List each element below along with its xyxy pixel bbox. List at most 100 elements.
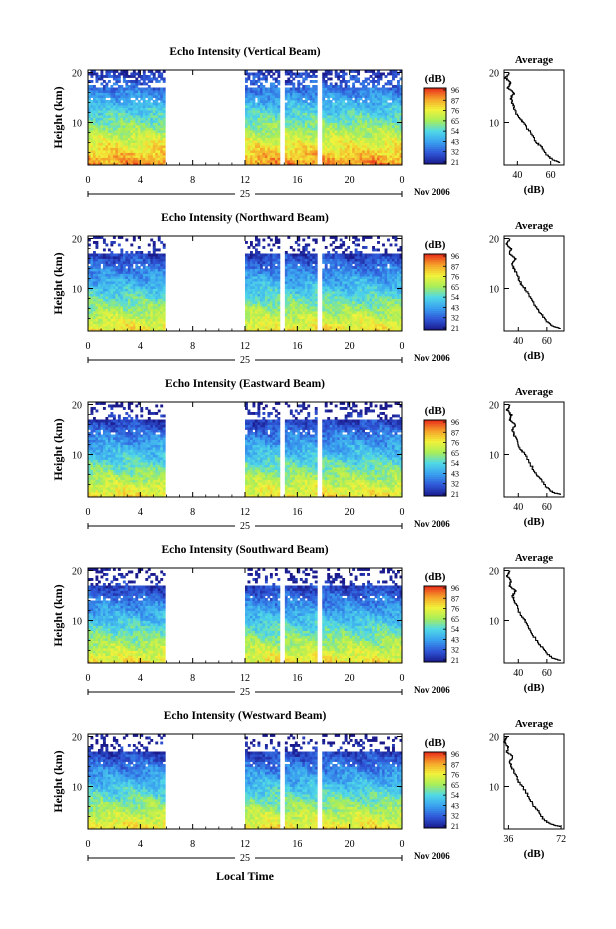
heatmap-cell <box>102 157 106 161</box>
heatmap-cell <box>155 162 159 166</box>
heatmap-cell <box>367 323 370 327</box>
heatmap-cell <box>277 117 281 121</box>
heatmap-cell <box>307 298 311 302</box>
heatmap-cell <box>352 102 356 106</box>
heatmap-cell <box>135 286 139 289</box>
heatmap-cell <box>392 147 395 151</box>
heatmap-cell <box>362 157 366 161</box>
heatmap-cell <box>394 321 398 324</box>
heatmap-cell <box>247 137 251 141</box>
heatmap-cell <box>277 293 281 297</box>
heatmap-cell <box>117 77 121 81</box>
heatmap-cell <box>147 293 151 297</box>
heatmap-cell <box>304 87 308 91</box>
heatmap-cell <box>102 85 106 88</box>
heatmap-cell <box>359 132 363 136</box>
heatmap-cell <box>135 160 139 163</box>
heatmap-cell <box>374 95 378 98</box>
heatmap-cell <box>352 140 356 143</box>
heatmap-cell <box>392 311 395 314</box>
heatmap-cell <box>115 70 119 73</box>
heatmap-cell <box>314 135 318 138</box>
heatmap-cell <box>120 321 124 324</box>
heatmap-cell <box>334 132 338 136</box>
heatmap-cell <box>152 301 156 304</box>
heatmap-cell <box>367 150 370 153</box>
heatmap-cell <box>95 142 99 146</box>
heatmap-cell <box>359 293 363 297</box>
heatmap-cell <box>362 105 366 108</box>
heatmap-cell <box>110 155 114 158</box>
heatmap-cell <box>142 115 146 118</box>
heatmap-cell <box>379 160 383 163</box>
heatmap-cell <box>364 323 368 327</box>
heatmap-cell <box>135 155 139 158</box>
heatmap-cell <box>120 142 124 146</box>
heatmap-cell <box>127 328 131 332</box>
heatmap-cell <box>309 135 313 138</box>
heatmap-cell <box>125 323 129 327</box>
heatmap-cell <box>362 162 366 166</box>
heatmap-cell <box>327 135 331 138</box>
heatmap-cell <box>294 152 298 156</box>
heatmap-cell <box>152 298 156 302</box>
heatmap-cell <box>277 100 281 103</box>
heatmap-cell <box>364 122 368 126</box>
heatmap-cell <box>277 311 281 314</box>
heatmap-cell <box>394 311 398 314</box>
heatmap-cell <box>252 147 256 151</box>
heatmap-cell <box>162 306 166 309</box>
heatmap-cell <box>135 135 139 138</box>
heatmap-cell <box>384 127 388 131</box>
heatmap-cell <box>352 132 356 136</box>
heatmap-cell <box>289 100 293 103</box>
heatmap-cell <box>122 321 126 324</box>
heatmap-cell <box>274 150 278 153</box>
heatmap-cell <box>314 155 318 158</box>
heatmap-cell <box>264 328 268 332</box>
heatmap-cell <box>274 102 278 106</box>
heatmap-cell <box>160 155 164 158</box>
heatmap-cell <box>309 328 313 332</box>
heatmap-cell <box>377 112 380 116</box>
heatmap-cell <box>382 150 385 153</box>
heatmap-cell <box>130 80 134 83</box>
heatmap-cell <box>264 293 268 297</box>
heatmap-cell <box>387 291 390 294</box>
heatmap-cell <box>379 308 383 312</box>
heatmap-cell <box>267 150 271 153</box>
heatmap-cell <box>287 135 291 138</box>
heatmap-cell <box>349 90 353 93</box>
heatmap-cell <box>259 117 263 121</box>
heatmap-cell <box>379 145 383 148</box>
heatmap-cell <box>374 130 378 133</box>
heatmap-cell <box>107 87 111 91</box>
heatmap-cell <box>337 72 341 76</box>
heatmap-cell <box>117 130 121 133</box>
heatmap-cell <box>147 102 151 106</box>
heatmap-cell <box>140 120 144 123</box>
heatmap-cell <box>152 137 156 141</box>
heatmap-cell <box>105 321 109 324</box>
heatmap-cell <box>332 107 336 111</box>
heatmap-cell <box>90 152 94 156</box>
heatmap-cell <box>254 127 258 131</box>
heatmap-cell <box>252 75 256 78</box>
heatmap-cell <box>327 283 331 287</box>
heatmap-cell <box>269 70 273 73</box>
heatmap-cell <box>337 112 341 116</box>
heatmap-cell <box>332 85 336 88</box>
heatmap-cell <box>292 140 296 143</box>
heatmap-cell <box>389 132 393 136</box>
heatmap-cell <box>137 308 141 312</box>
heatmap-cell <box>160 150 164 153</box>
heatmap-cell <box>297 90 301 93</box>
heatmap-cell <box>382 72 385 76</box>
heatmap-cell <box>127 112 131 116</box>
heatmap-cell <box>309 122 313 126</box>
heatmap-cell <box>284 102 288 106</box>
heatmap-cell <box>274 122 278 126</box>
heatmap-cell <box>102 90 106 93</box>
heatmap-cell <box>257 80 261 83</box>
heatmap-cell <box>384 296 388 299</box>
